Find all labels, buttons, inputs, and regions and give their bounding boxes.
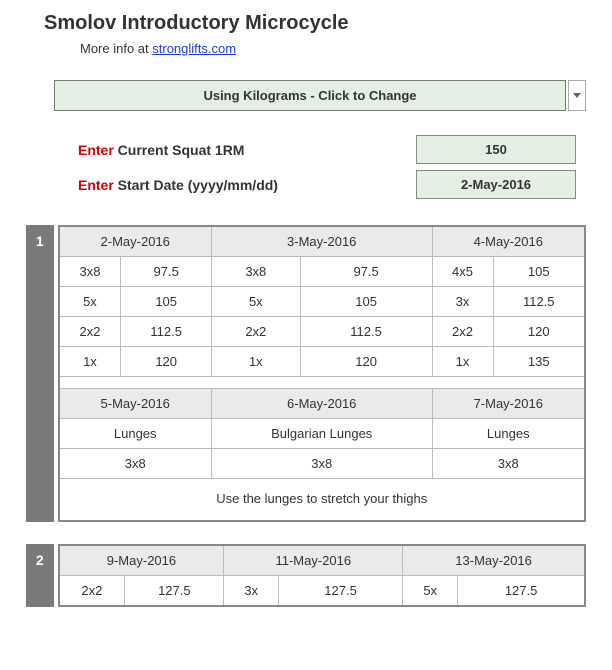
more-info: More info at stronglifts.com xyxy=(80,41,594,56)
date-input[interactable]: 2-May-2016 xyxy=(416,170,576,199)
chevron-down-icon xyxy=(573,93,581,99)
block-number: 2 xyxy=(26,544,54,607)
week-block-1: 1 2-May-2016 3-May-2016 4-May-2016 3x8 9… xyxy=(26,225,586,522)
cell: Lunges xyxy=(432,419,585,449)
date-cell: 4-May-2016 xyxy=(432,226,585,257)
cell: 3x8 xyxy=(211,257,300,287)
cell: 97.5 xyxy=(121,257,212,287)
cell: Lunges xyxy=(59,419,212,449)
cell: 120 xyxy=(121,347,212,377)
cell: 97.5 xyxy=(300,257,432,287)
cell: 105 xyxy=(121,287,212,317)
enter-text: Enter xyxy=(78,177,114,193)
cell: 3x8 xyxy=(59,257,121,287)
cell: 5x xyxy=(403,576,458,607)
date-cell: 2-May-2016 xyxy=(59,226,212,257)
cell: 3x8 xyxy=(59,449,212,479)
cell: 4x5 xyxy=(432,257,493,287)
date-cell: 11-May-2016 xyxy=(224,545,403,576)
cell: 112.5 xyxy=(121,317,212,347)
spacer xyxy=(59,377,586,389)
cell: 120 xyxy=(493,317,585,347)
rm-label: Enter Current Squat 1RM xyxy=(78,142,416,158)
cell: 127.5 xyxy=(278,576,402,607)
cell: 3x8 xyxy=(211,449,432,479)
cell: Bulgarian Lunges xyxy=(211,419,432,449)
cell: 3x8 xyxy=(432,449,585,479)
cell: 127.5 xyxy=(125,576,224,607)
cell: 2x2 xyxy=(211,317,300,347)
rm-input[interactable]: 150 xyxy=(416,135,576,164)
cell: 112.5 xyxy=(300,317,432,347)
cell: 3x xyxy=(432,287,493,317)
more-info-link[interactable]: stronglifts.com xyxy=(152,41,236,56)
cell: 135 xyxy=(493,347,585,377)
more-info-prefix: More info at xyxy=(80,41,152,56)
cell: 5x xyxy=(59,287,121,317)
cell: 2x2 xyxy=(59,317,121,347)
cell: 3x xyxy=(224,576,279,607)
unit-toggle-button[interactable]: Using Kilograms - Click to Change xyxy=(54,80,566,111)
date-label: Enter Start Date (yyyy/mm/dd) xyxy=(78,177,416,193)
date-cell: 9-May-2016 xyxy=(59,545,224,576)
block1-table: 2-May-2016 3-May-2016 4-May-2016 3x8 97.… xyxy=(58,225,587,522)
cell: 2x2 xyxy=(432,317,493,347)
cell: 127.5 xyxy=(458,576,585,607)
cell: 1x xyxy=(59,347,121,377)
cell: 105 xyxy=(300,287,432,317)
cell: 120 xyxy=(300,347,432,377)
date-cell: 13-May-2016 xyxy=(403,545,585,576)
date-cell: 7-May-2016 xyxy=(432,389,585,419)
page-title: Smolov Introductory Microcycle xyxy=(44,12,594,35)
cell: 5x xyxy=(211,287,300,317)
enter-text: Enter xyxy=(78,142,114,158)
cell: 1x xyxy=(432,347,493,377)
cell: 2x2 xyxy=(59,576,125,607)
cell: 105 xyxy=(493,257,585,287)
date-cell: 6-May-2016 xyxy=(211,389,432,419)
cell: 1x xyxy=(211,347,300,377)
week-block-2: 2 9-May-2016 11-May-2016 13-May-2016 2x2… xyxy=(26,544,586,607)
block2-table: 9-May-2016 11-May-2016 13-May-2016 2x2 1… xyxy=(58,544,587,607)
unit-dropdown[interactable] xyxy=(568,80,586,111)
date-label-text: Start Date (yyyy/mm/dd) xyxy=(114,177,278,193)
block-number: 1 xyxy=(26,225,54,522)
date-cell: 5-May-2016 xyxy=(59,389,212,419)
note-cell: Use the lunges to stretch your thighs xyxy=(59,479,586,522)
cell: 112.5 xyxy=(493,287,585,317)
rm-label-text: Current Squat 1RM xyxy=(114,142,245,158)
date-cell: 3-May-2016 xyxy=(211,226,432,257)
